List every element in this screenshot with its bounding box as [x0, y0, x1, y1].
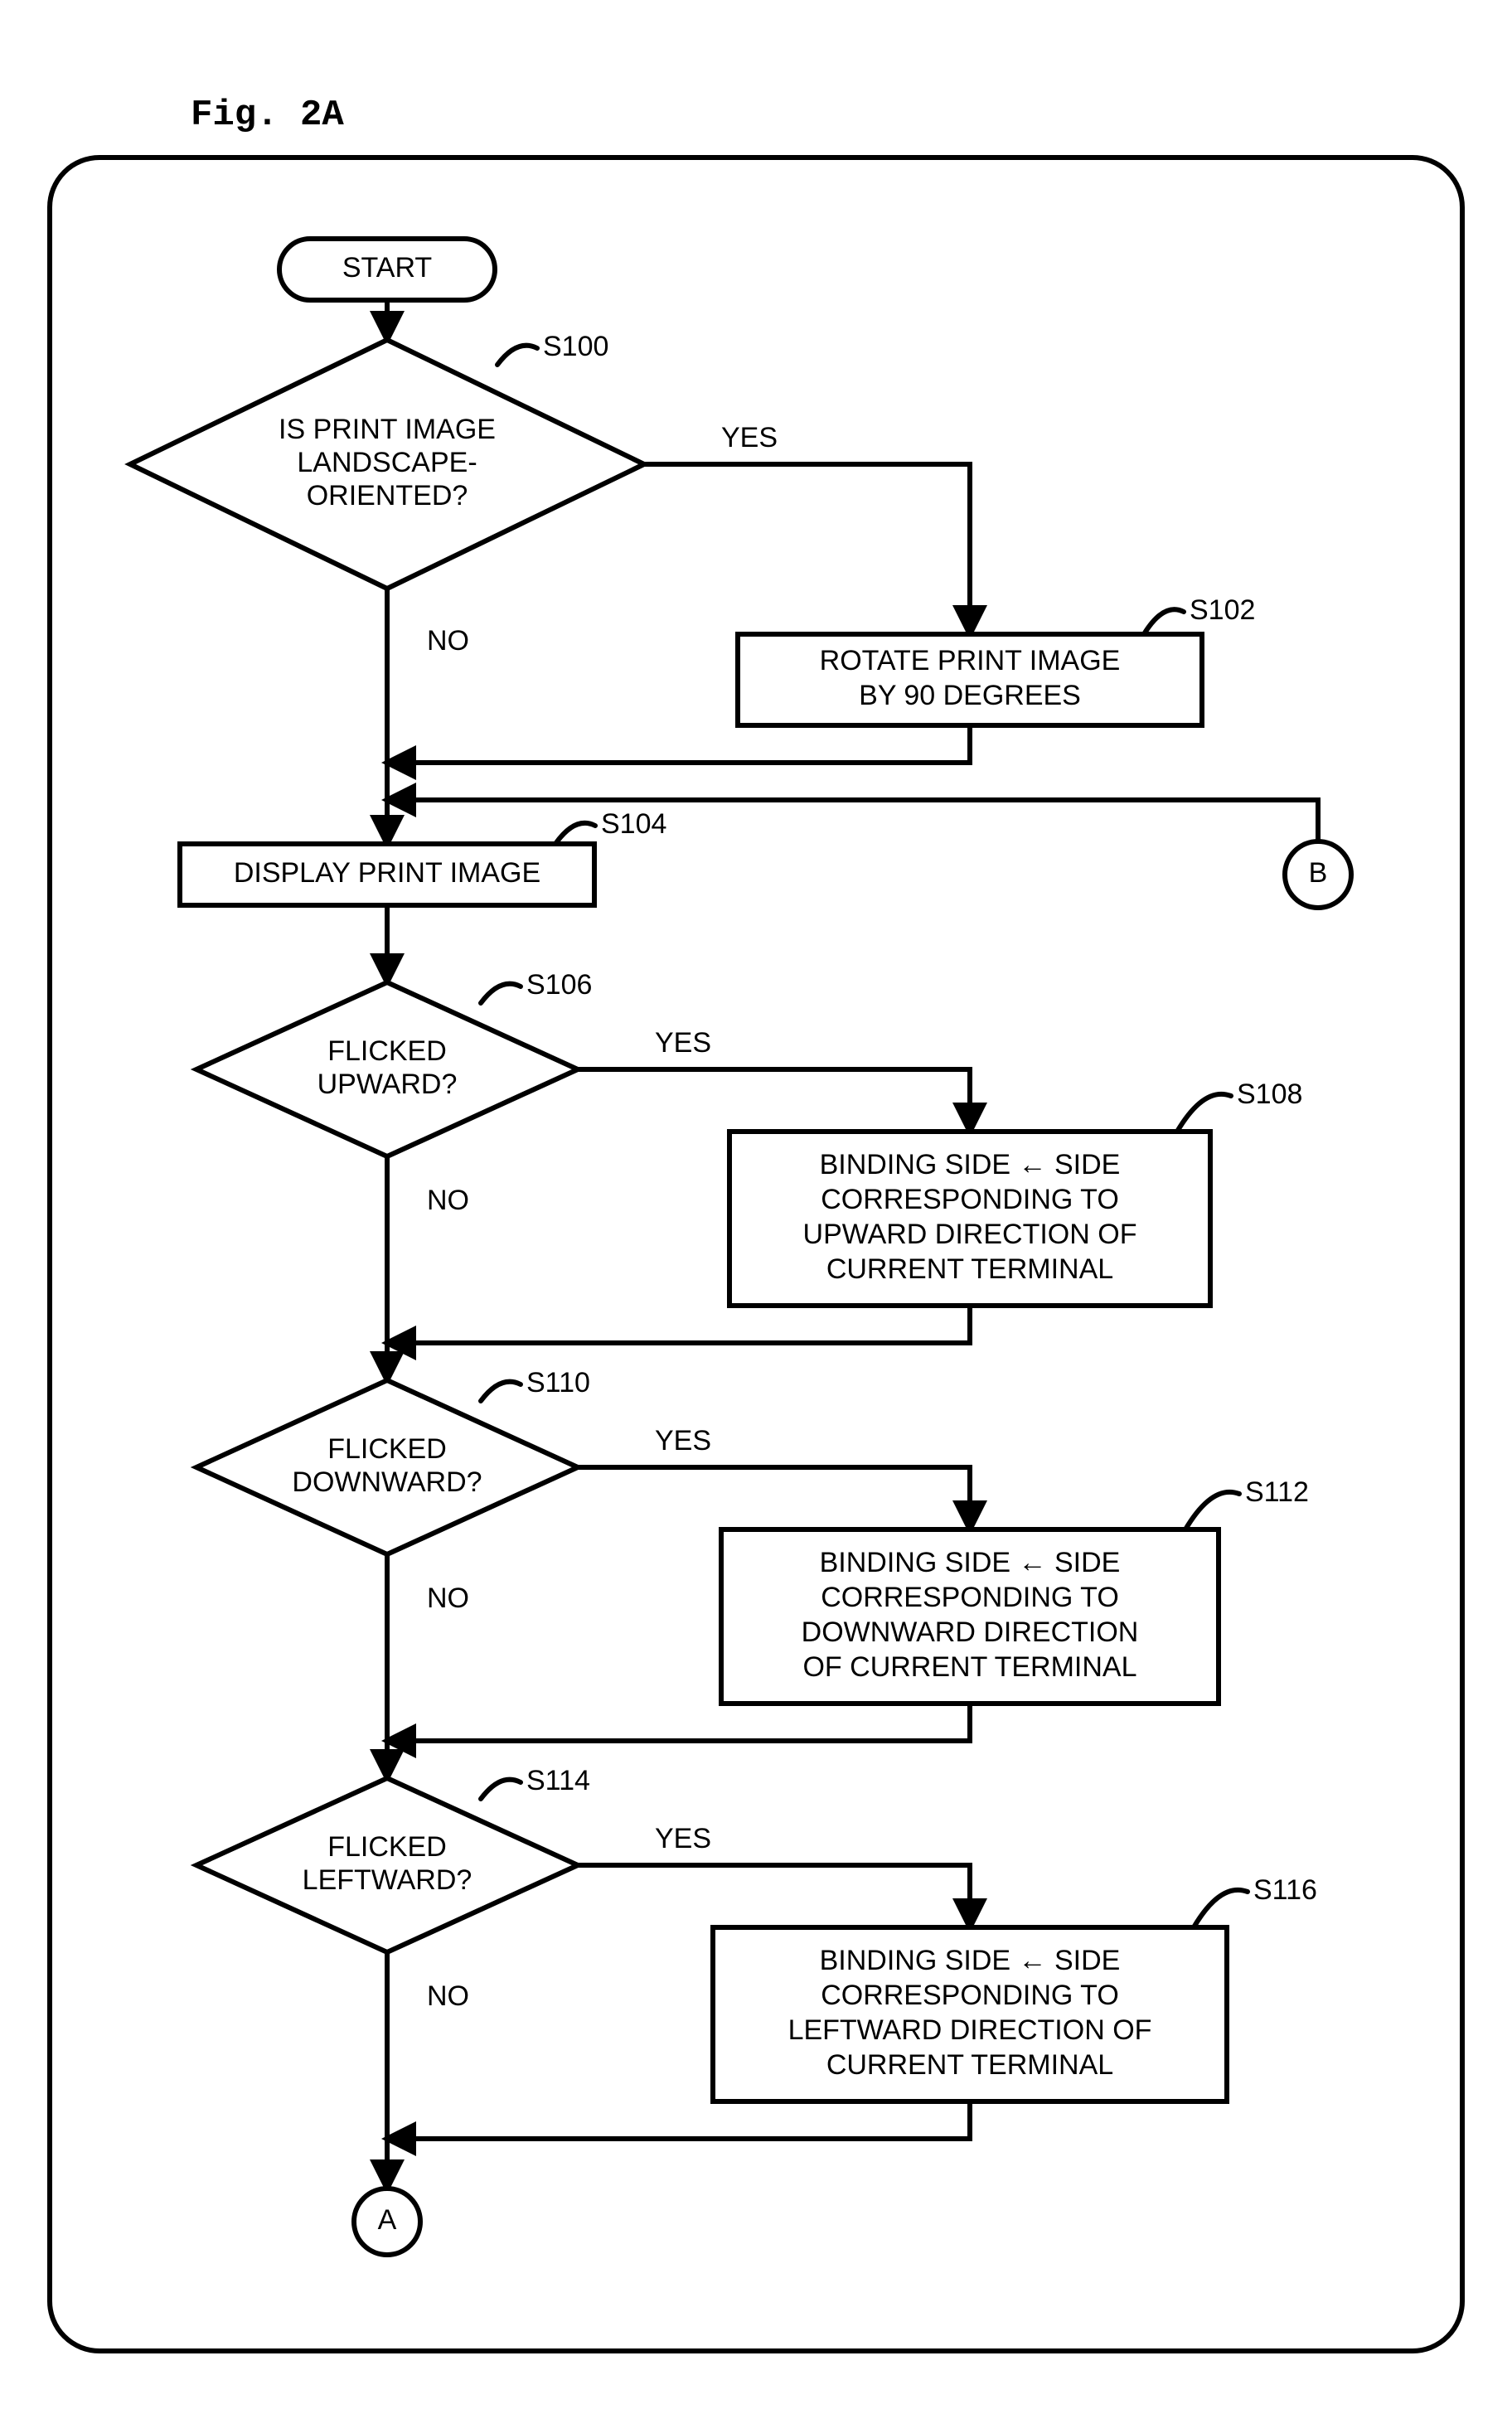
node-text-line: BY 90 DEGREES: [859, 680, 1081, 711]
node-text-line: LANDSCAPE-: [297, 447, 477, 478]
node-text-line: ROTATE PRINT IMAGE: [820, 645, 1121, 676]
node-text-line: CORRESPONDING TO: [821, 1184, 1119, 1215]
node-text-line: BINDING SIDE ← SIDE: [820, 1945, 1121, 1976]
step-label: S108: [1237, 1078, 1302, 1110]
figure-title: Fig. 2A: [191, 95, 344, 136]
step-label: S100: [543, 331, 608, 362]
step-label: S106: [526, 969, 592, 1001]
step-label: S110: [526, 1367, 590, 1398]
node-text-line: LEFTWARD DIRECTION OF: [788, 2014, 1152, 2046]
node-text-line: FLICKED: [327, 1433, 447, 1465]
node-text-line: FLICKED: [327, 1035, 447, 1067]
node-text-line: IS PRINT IMAGE: [279, 414, 496, 445]
edge-label: YES: [655, 1027, 711, 1059]
step-label: S104: [601, 808, 666, 840]
step-label: S102: [1190, 594, 1255, 626]
node-text-line: B: [1309, 857, 1328, 889]
edge-label: YES: [655, 1823, 711, 1854]
node-text-line: DOWNWARD?: [292, 1466, 482, 1498]
node-text-line: CORRESPONDING TO: [821, 1980, 1119, 2011]
node-text-line: BINDING SIDE ← SIDE: [820, 1149, 1121, 1180]
edge-label: NO: [427, 625, 469, 657]
edge-label: NO: [427, 1185, 469, 1216]
node-text-line: ORIENTED?: [307, 480, 468, 511]
edge-label: YES: [721, 422, 778, 453]
step-label: S116: [1253, 1874, 1317, 1906]
node-text-line: DOWNWARD DIRECTION: [802, 1617, 1139, 1648]
node-text-line: CURRENT TERMINAL: [826, 2049, 1113, 2081]
node-text-line: CURRENT TERMINAL: [826, 1253, 1113, 1285]
edge-label: NO: [427, 1980, 469, 2012]
edge-label: YES: [655, 1425, 711, 1457]
node-text-line: LEFTWARD?: [303, 1864, 472, 1896]
node-text-line: UPWARD DIRECTION OF: [803, 1219, 1137, 1250]
node-text-line: OF CURRENT TERMINAL: [802, 1651, 1136, 1683]
flowchart-svg: Fig. 2A NO YES NO YES NO YES NO YES START IS PRINT…: [0, 0, 1512, 2409]
node-text-line: FLICKED: [327, 1831, 447, 1863]
step-label: S114: [526, 1765, 590, 1796]
node-text-line: CORRESPONDING TO: [821, 1582, 1119, 1613]
node-text-line: A: [378, 2204, 397, 2236]
edge-label: NO: [427, 1583, 469, 1614]
step-label: S112: [1245, 1476, 1309, 1508]
node-text-line: BINDING SIDE ← SIDE: [820, 1547, 1121, 1578]
node-text-line: START: [342, 252, 432, 284]
node-text-line: UPWARD?: [317, 1069, 458, 1100]
node-text-line: DISPLAY PRINT IMAGE: [234, 857, 540, 889]
